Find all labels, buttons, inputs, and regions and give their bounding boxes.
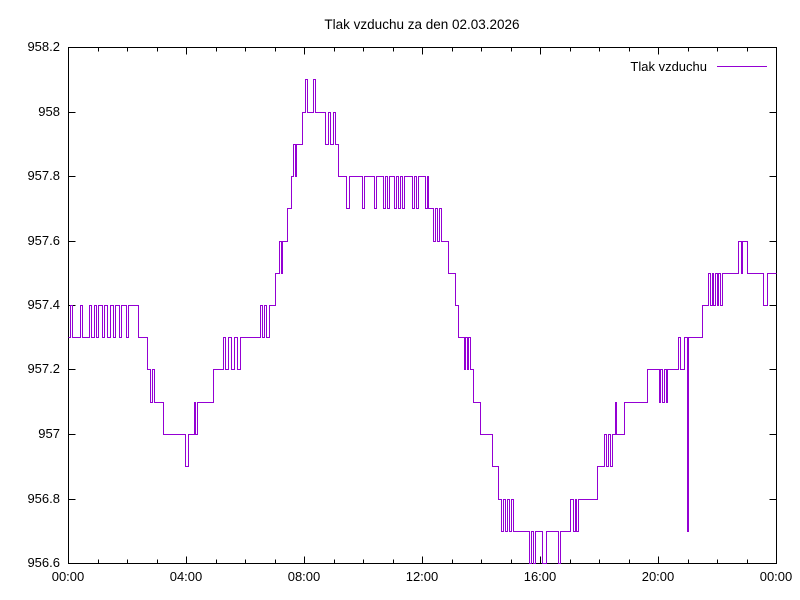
axes: 00:00 04:00 08:00 12:00 16:00 20:00 00:00956.6… <box>27 39 792 584</box>
y-axis-tick-label: 957.6 <box>27 233 60 248</box>
y-axis-tick-label: 958 <box>38 104 60 119</box>
y-axis-tick-label: 958.2 <box>27 39 60 54</box>
y-axis-tick-label: 956.6 <box>27 555 60 570</box>
x-axis-tick-label: 00:00 <box>52 569 85 584</box>
x-axis-tick-label: 00:00 <box>760 569 793 584</box>
x-axis-tick-label: 08:00 <box>288 569 321 584</box>
x-axis-tick-label: 16:00 <box>524 569 557 584</box>
y-axis-tick-label: 957 <box>38 426 60 441</box>
plot-border <box>68 47 777 564</box>
y-axis-tick-label: 956.8 <box>27 491 60 506</box>
x-axis-tick-label: 12:00 <box>406 569 439 584</box>
x-axis-tick-label: 04:00 <box>170 569 203 584</box>
x-axis-tick-label: 20:00 <box>642 569 675 584</box>
y-axis-tick-label: 957.4 <box>27 297 60 312</box>
chart-title: Tlak vzduchu za den 02.03.2026 <box>324 17 519 32</box>
y-axis-tick-label: 957.2 <box>27 361 60 376</box>
y-axis-tick-label: 957.8 <box>27 168 60 183</box>
legend-label: Tlak vzduchu <box>630 59 707 74</box>
series-line-tlak-vzduchu <box>68 79 777 564</box>
